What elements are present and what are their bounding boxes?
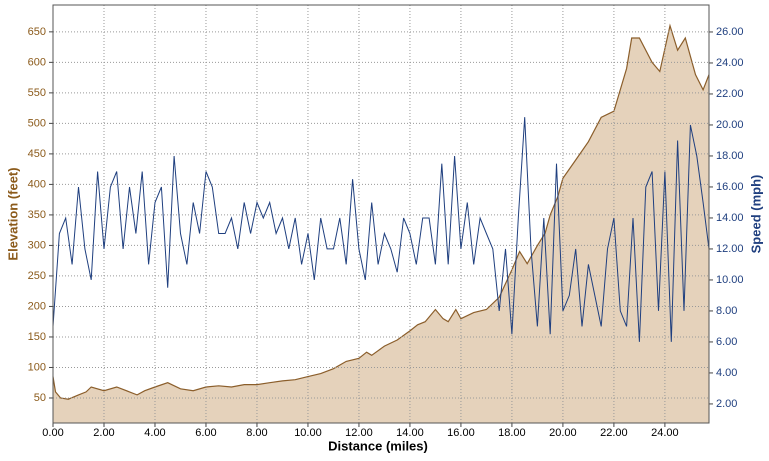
- y-tick-label: 50: [34, 392, 46, 404]
- speed-line: [52, 117, 710, 342]
- x-tick-label: 4.00: [144, 427, 165, 439]
- y2-tick-label: 16.00: [716, 181, 744, 193]
- x-axis-label: Distance (miles): [328, 438, 428, 453]
- y-tick-label: 100: [28, 361, 46, 373]
- y2-tick-label: 2.00: [716, 398, 737, 410]
- y2-tick-label: 22.00: [716, 88, 744, 100]
- y2-tick-label: 14.00: [716, 212, 744, 224]
- y2-tick-label: 26.00: [716, 26, 744, 38]
- x-tick-label: 12.00: [345, 427, 373, 439]
- x-tick-label: 14.00: [396, 427, 424, 439]
- y-tick-label: 600: [28, 56, 46, 68]
- x-tick-label: 20.00: [549, 427, 577, 439]
- plot-frame: [52, 4, 710, 424]
- y-tick-label: 150: [28, 331, 46, 343]
- x-tick-label: 22.00: [600, 427, 628, 439]
- y-tick-label: 550: [28, 87, 46, 99]
- x-tick-label: 18.00: [498, 427, 526, 439]
- y2-tick-label: 20.00: [716, 119, 744, 131]
- y2-tick-label: 4.00: [716, 367, 737, 379]
- y2-tick-label: 18.00: [716, 150, 744, 162]
- y-tick-label: 200: [28, 300, 46, 312]
- x-tick-label: 2.00: [93, 427, 114, 439]
- y2-tick-label: 24.00: [716, 57, 744, 69]
- y-tick-label: 500: [28, 117, 46, 129]
- x-tick-label: 8.00: [246, 427, 267, 439]
- elevation-line: [52, 23, 710, 400]
- x-tick-label: 10.00: [294, 427, 322, 439]
- y-tick-label: 450: [28, 148, 46, 160]
- y-axis-label: Elevation (feet): [5, 167, 20, 260]
- elevation-area: [53, 25, 709, 423]
- y2-tick-label: 8.00: [716, 305, 737, 317]
- y-tick-label: 300: [28, 239, 46, 251]
- y-tick-label: 650: [28, 26, 46, 38]
- x-tick-label: 6.00: [195, 427, 216, 439]
- y2-axis-label: Speed (mph): [748, 175, 763, 254]
- x-tick-label: 0.00: [42, 427, 63, 439]
- x-tick-label: 24.00: [651, 427, 679, 439]
- x-tick-label: 16.00: [447, 427, 475, 439]
- y2-tick-label: 12.00: [716, 243, 744, 255]
- y2-tick-label: 6.00: [716, 336, 737, 348]
- y-tick-label: 400: [28, 178, 46, 190]
- y-tick-label: 350: [28, 209, 46, 221]
- y2-tick-label: 10.00: [716, 274, 744, 286]
- y-tick-label: 250: [28, 270, 46, 282]
